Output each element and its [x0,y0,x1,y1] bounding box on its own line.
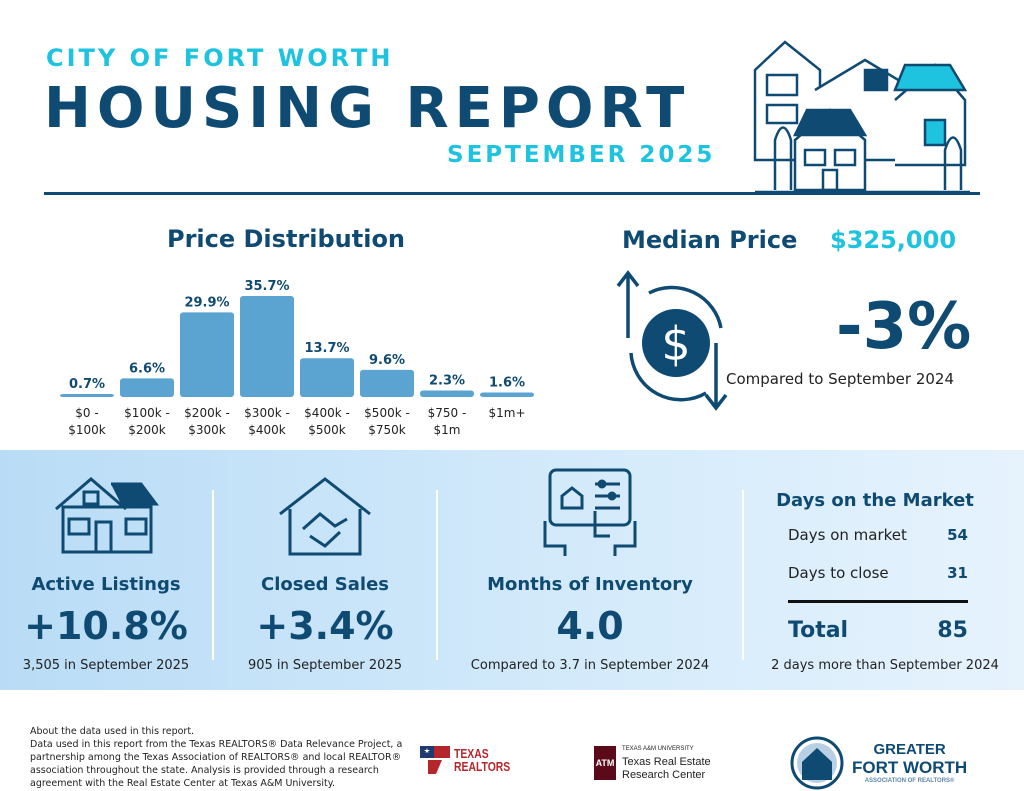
svg-text:$: $ [661,317,690,371]
texas-realtors-logo: TEXAS REALTORS [420,746,524,774]
bar [480,392,534,397]
footer-line: About the data used in this report. [30,726,195,737]
divider [742,490,744,660]
logo-text: TEXAS A&M UNIVERSITY [622,746,694,752]
active-listings-sub: 3,505 in September 2025 [22,658,190,673]
category-label: $0 - [75,406,98,420]
bar [60,394,114,397]
price-distribution-title: Price Distribution [167,225,406,253]
texas-flag-icon [420,746,450,774]
days-on-market-card: Days on the Market Days on market 54 Days… [760,450,999,690]
dom-total: Total 85 [788,618,968,643]
category-label: $400k [248,423,286,437]
footer-line: Data used in this report from the Texas … [30,739,403,789]
category-label: $750 - [428,406,467,420]
closed-sales-label: Closed Sales [260,574,390,595]
footer-note: About the data used in this report. Data… [30,725,410,790]
median-price-value: $325,000 [830,226,957,254]
report-month: SEPTEMBER 2025 [447,142,716,168]
category-label: $100k [68,423,106,437]
category-label: $1m+ [488,406,525,420]
category-label: $500k - [364,406,410,420]
logo-text: ASSOCIATION OF REALTORS® [864,778,955,784]
logo-text: REALTORS [454,759,511,774]
dom-row-label: Days on market [788,526,907,544]
dom-total-label: Total [788,618,849,643]
logo-text: GREATER [873,741,946,758]
closed-sales-value: +3.4% [256,604,394,648]
closed-sales-sub: 905 in September 2025 [247,658,402,673]
months-inventory-sub: Compared to 3.7 in September 2024 [470,658,710,673]
category-label: $200k - [184,406,230,420]
closed-sales-card: Closed Sales +3.4% 905 in September 2025 [214,450,436,690]
logo-text: TEXAS [454,746,489,761]
active-listings-card: Active Listings +10.8% 3,505 in Septembe… [0,450,212,690]
category-label: $400k - [304,406,350,420]
bar [300,358,354,397]
tablet-icon [543,468,637,556]
bar [360,369,414,397]
dollar-cycle-icon: $ [616,270,728,411]
bar [240,295,294,397]
months-inventory-label: Months of Inventory [487,574,693,595]
months-inventory-card: Months of Inventory 4.0 Compared to 3.7 … [438,450,742,690]
active-listings-value: +10.8% [24,604,188,648]
dom-row-label: Days to close [788,564,889,582]
bar-value-label: 13.7% [304,341,349,356]
dom-row: Days to close 31 [788,564,968,582]
handshake-house-icon [279,477,371,556]
dom-title: Days on the Market [776,490,974,511]
bar [120,378,174,397]
bar-value-label: 29.9% [184,295,229,310]
city-label: CITY OF FORT WORTH [46,44,394,72]
dom-total-value: 85 [937,618,968,643]
divider [436,490,438,660]
bar-value-label: 35.7% [244,280,289,294]
median-price-comparison: Compared to September 2024 [726,370,955,388]
logo-text: FORT WORTH [852,758,968,777]
bar-value-label: 9.6% [369,353,405,368]
dom-row: Days on market 54 [788,526,968,544]
category-label: $300k - [244,406,290,420]
houses-illustration-icon [753,40,970,194]
bar [420,390,474,397]
house-icon [55,477,159,554]
median-price-change: -3% [836,290,972,364]
median-price-title: Median Price [622,226,798,254]
total-divider [788,600,968,603]
category-label: $200k [128,423,166,437]
price-distribution-chart: 0.7% $0 - $100k 6.6% $100k - $200k 29.9% $200k … [60,280,534,437]
logo-text: Texas Real Estate [622,756,711,768]
category-label: $1m [434,423,461,437]
active-listings-label: Active Listings [31,574,181,595]
page-title: HOUSING REPORT [44,76,691,141]
bar-value-label: 2.3% [429,373,465,388]
atm-icon: ATM [594,745,616,780]
tamu-logo: ATM TEXAS A&M UNIVERSITY Texas Real Esta… [594,743,711,782]
dom-sub: 2 days more than September 2024 [771,658,999,673]
header-divider [44,192,980,195]
dom-row-value: 54 [947,526,968,544]
dom-row-value: 31 [947,564,968,582]
category-label: $500k [308,423,346,437]
category-label: $750k [368,423,406,437]
months-inventory-value: 4.0 [556,604,624,648]
logo-text: Research Center [622,769,706,781]
stats-band: Active Listings +10.8% 3,505 in Septembe… [0,450,1024,690]
bar-value-label: 6.6% [129,361,165,376]
divider [212,490,214,660]
bar-value-label: 1.6% [489,375,525,390]
category-label: $300k [188,423,226,437]
gfw-logo: GREATER FORT WORTH ASSOCIATION OF REALTO… [790,736,967,790]
gfw-emblem-icon [790,736,844,790]
bar [180,312,234,397]
bar-value-label: 0.7% [69,377,105,392]
category-label: $100k - [124,406,170,420]
